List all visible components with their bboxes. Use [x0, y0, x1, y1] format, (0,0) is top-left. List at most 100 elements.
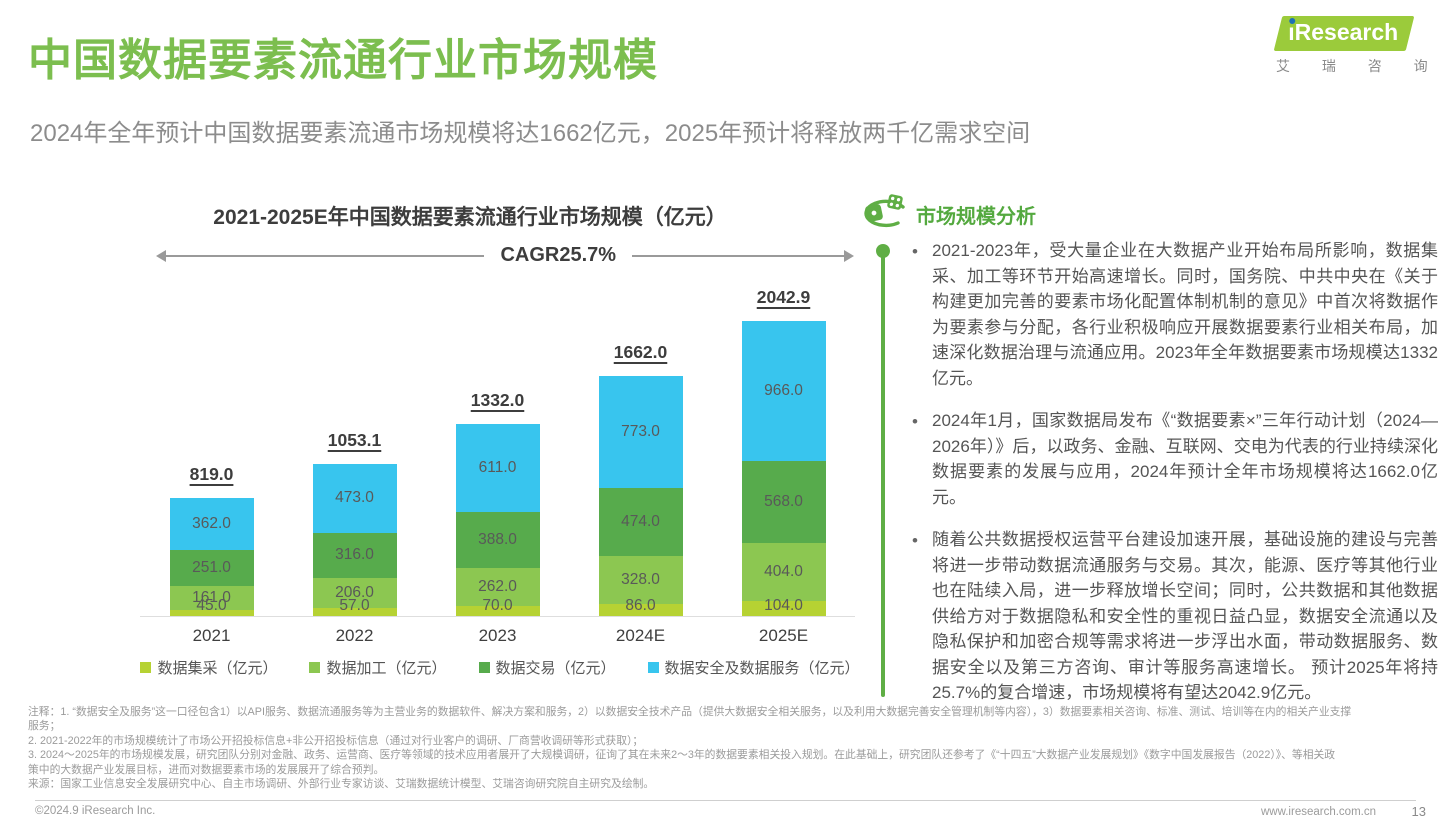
legend-swatch: [647, 662, 659, 673]
footnote-line: 2. 2021-2022年的市场规模统计了市场公开招投标信息+非公开招投标信息（…: [28, 734, 644, 747]
bar-segment: 362.0: [169, 497, 254, 551]
bar-value-label: 404.0: [764, 562, 803, 580]
bar-segment: 251.0: [169, 550, 254, 587]
bar-value-label: 474.0: [621, 513, 660, 531]
bar-segment: 57.0: [312, 597, 397, 616]
bar-column: 819.0 362.0 251.0 161.0 45.0: [169, 464, 254, 616]
legend-item: 数据集采（亿元）: [140, 657, 277, 678]
footer-divider: [35, 800, 1416, 801]
iresearch-logo: ıResearch 艾 瑞 咨 询: [1264, 16, 1442, 76]
bar-value-label: 611.0: [478, 459, 517, 477]
timeline-dot: [876, 244, 890, 258]
legend-label: 数据交易（亿元）: [495, 660, 616, 677]
website-text: www.iresearch.com.cn: [1260, 806, 1376, 818]
bar-plot: 819.0 362.0 251.0 161.0 45.0 1053.1 473.0 316.0…: [140, 287, 855, 617]
chart-title: 2021-2025E年中国数据要素流通行业市场规模（亿元）: [213, 206, 727, 229]
bar-value-label: 362.0: [192, 514, 231, 532]
legend-item: 数据加工（亿元）: [309, 657, 447, 678]
footnotes: 注释：1. “数据安全及服务”这一口径包含1）以API服务、数据流通服务等为主营…: [28, 705, 1440, 792]
analysis-heading: 市场规模分析: [916, 206, 1036, 228]
legend-swatch: [140, 662, 152, 673]
bar-total-label: 1053.1: [327, 430, 382, 451]
bar-segment: 773.0: [598, 376, 683, 488]
analysis-bullet: 2021-2023年，受大量企业在大数据产业开始布局所影响，数据集采、加工等环节…: [904, 238, 1438, 391]
x-axis-label: 2021: [192, 626, 231, 645]
legend-item: 数据交易（亿元）: [478, 657, 616, 678]
bar-value-label: 161.0: [192, 588, 231, 606]
bar-segment: 388.0: [455, 512, 540, 569]
bar-segment: 568.0: [741, 460, 826, 543]
bar-segment: 473.0: [312, 464, 397, 533]
footnote-line: 策中的大数据产业发展目标，进而对数据要素市场的发展展开了综合预判。: [28, 763, 385, 776]
logo-wordmark: ıResearch: [1288, 19, 1398, 46]
bar-value-label: 251.0: [192, 559, 231, 577]
bar-segment: 328.0: [598, 556, 683, 604]
bar-segment: 206.0: [312, 578, 397, 608]
bar-segment: 104.0: [741, 597, 826, 616]
bar-value-label: 568.0: [764, 492, 803, 510]
bar-value-label: 70.0: [482, 597, 513, 614]
bar-value-label: 388.0: [478, 531, 517, 549]
bar-value-label: 86.0: [625, 597, 656, 614]
analysis-bullet: 随着公共数据授权运营平台建设加速开展，基础设施的建设与完善将进一步带动数据流通服…: [904, 527, 1438, 706]
bar-total-label: 1662.0: [613, 342, 668, 363]
footnote-line: 注释：1. “数据安全及服务”这一口径包含1）以API服务、数据流通服务等为主营…: [28, 706, 1352, 718]
dice-icon: [858, 192, 910, 239]
bar-segment: 262.0: [455, 568, 540, 606]
source-line: 来源：国家工业信息安全发展研究中心、自主市场调研、外部行业专家访谈、艾瑞数据统计…: [28, 778, 655, 791]
x-axis-label: 2025E: [758, 626, 809, 645]
timeline-line: [881, 253, 885, 697]
bar-value-label: 104.0: [764, 597, 803, 614]
right-arrow-icon: [632, 249, 854, 262]
x-axis-label: 2022: [335, 626, 374, 645]
page-subtitle: 2024年全年预计中国数据要素流通市场规模将达1662亿元，2025年预计将释放…: [30, 120, 1031, 147]
page-title: 中国数据要素流通行业市场规模: [28, 36, 658, 85]
bar-segment: 161.0: [169, 586, 254, 610]
bar-total-label: 819.0: [189, 463, 234, 484]
logo-parallelogram: ıResearch: [1273, 16, 1415, 51]
bar-column: 1053.1 473.0 316.0 206.0 57.0: [312, 430, 397, 616]
chart-legend: 数据集采（亿元） 数据加工（亿元） 数据交易（亿元） 数据安全及数据服务（亿元）: [120, 657, 880, 678]
bar-total-label: 1332.0: [470, 389, 525, 410]
bar-column: 2042.9 966.0 568.0 404.0 104.0: [741, 287, 826, 616]
bar-column: 1332.0 611.0 388.0 262.0 70.0: [455, 390, 540, 616]
bar-value-label: 262.0: [478, 578, 517, 595]
bar-total-label: 2042.9: [756, 287, 811, 308]
bar-value-label: 773.0: [621, 423, 660, 441]
bar-value-label: 328.0: [621, 570, 660, 588]
x-axis-label: 2023: [478, 626, 517, 645]
footnote-line: 3. 2024～2025年的市场规模发展，研究团队分别对金融、政务、运营商、医疗…: [28, 749, 1336, 762]
bar-segment: 316.0: [312, 532, 397, 579]
legend-label: 数据安全及数据服务（亿元）: [664, 660, 860, 677]
bar-segment: 474.0: [598, 487, 683, 557]
legend-swatch: [478, 662, 490, 673]
bar-value-label: 45.0: [196, 597, 227, 614]
cagr-annotation: CAGR25.7%: [155, 244, 854, 267]
bar-column: 1662.0 773.0 474.0 328.0 86.0: [598, 342, 683, 616]
analysis-bullet: 2024年1月，国家数据局发布《“数据要素×”三年行动计划（2024—2026年…: [904, 408, 1438, 510]
left-arrow-icon: [155, 249, 485, 262]
bar-segment: 86.0: [598, 597, 683, 616]
bar-value-label: 473.0: [335, 489, 374, 507]
bar-value-label: 206.0: [335, 583, 374, 601]
x-axis-labels: 2021 2022 2023 2024E 2025E: [140, 626, 855, 646]
bar-value-label: 57.0: [339, 597, 370, 614]
copyright-text: ©2024.9 iResearch Inc.: [35, 805, 156, 817]
legend-item: 数据安全及数据服务（亿元）: [647, 657, 860, 678]
page-number: 13: [1411, 804, 1426, 818]
cagr-label: CAGR25.7%: [500, 244, 617, 266]
logo-i-letter: ı: [1288, 19, 1295, 45]
bar-segment: 45.0: [169, 597, 254, 616]
legend-label: 数据加工（亿元）: [326, 660, 447, 677]
bar-value-label: 966.0: [764, 381, 803, 399]
x-axis-label: 2024E: [615, 626, 666, 645]
logo-chinese-name: 艾 瑞 咨 询: [1276, 58, 1442, 74]
legend-swatch: [309, 662, 321, 673]
legend-label: 数据集采（亿元）: [157, 660, 278, 677]
bar-value-label: 316.0: [335, 546, 374, 564]
bar-segment: 70.0: [455, 597, 540, 616]
bar-segment: 966.0: [741, 321, 826, 461]
analysis-bullet-list: 2021-2023年，受大量企业在大数据产业开始布局所影响，数据集采、加工等环节…: [904, 238, 1438, 723]
logo-rest-text: Research: [1294, 19, 1399, 45]
